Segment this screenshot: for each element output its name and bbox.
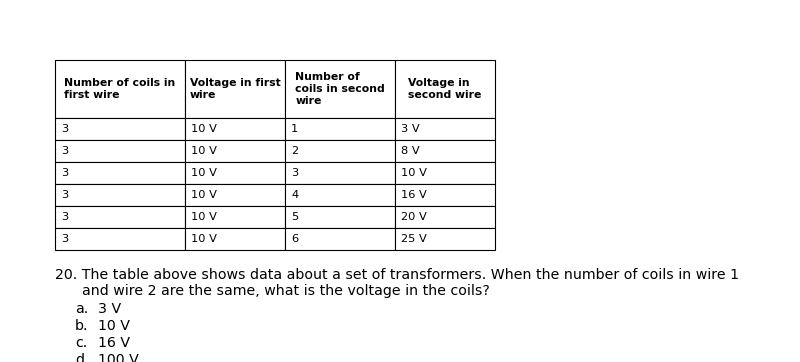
- Text: 3: 3: [61, 168, 68, 178]
- Bar: [185, 228, 285, 250]
- Text: 1: 1: [291, 124, 298, 134]
- Text: 3: 3: [61, 146, 68, 156]
- Text: 25 V: 25 V: [401, 234, 426, 244]
- Bar: [395, 60, 495, 118]
- Text: 3: 3: [61, 124, 68, 134]
- Bar: [285, 140, 395, 162]
- Text: Voltage in first
wire: Voltage in first wire: [190, 78, 280, 100]
- Text: 5: 5: [291, 212, 298, 222]
- Text: 3: 3: [61, 234, 68, 244]
- Text: 2: 2: [291, 146, 298, 156]
- Bar: [395, 118, 495, 140]
- Text: and wire 2 are the same, what is the voltage in the coils?: and wire 2 are the same, what is the vol…: [55, 284, 490, 298]
- Bar: [185, 206, 285, 228]
- Bar: [285, 228, 395, 250]
- Bar: [395, 184, 495, 206]
- Text: 16 V: 16 V: [401, 190, 426, 200]
- Bar: [55, 184, 185, 206]
- Bar: [55, 228, 185, 250]
- Bar: [55, 140, 185, 162]
- Bar: [395, 140, 495, 162]
- Text: 10 V: 10 V: [191, 146, 217, 156]
- Bar: [55, 206, 185, 228]
- Bar: [395, 228, 495, 250]
- Text: c.: c.: [75, 336, 87, 350]
- Text: d.: d.: [75, 353, 89, 362]
- Bar: [285, 118, 395, 140]
- Text: a.: a.: [75, 302, 88, 316]
- Bar: [285, 206, 395, 228]
- Text: Number of
coils in second
wire: Number of coils in second wire: [295, 72, 385, 106]
- Bar: [185, 162, 285, 184]
- Text: 3 V: 3 V: [401, 124, 420, 134]
- Text: 3 V: 3 V: [98, 302, 121, 316]
- Text: b.: b.: [75, 319, 89, 333]
- Text: 3: 3: [291, 168, 298, 178]
- Text: 20. The table above shows data about a set of transformers. When the number of c: 20. The table above shows data about a s…: [55, 268, 739, 282]
- Text: 8 V: 8 V: [401, 146, 420, 156]
- Bar: [55, 162, 185, 184]
- Bar: [55, 118, 185, 140]
- Text: Number of coils in
first wire: Number of coils in first wire: [64, 78, 176, 100]
- Text: Voltage in
second wire: Voltage in second wire: [408, 78, 482, 100]
- Text: 10 V: 10 V: [98, 319, 130, 333]
- Text: 3: 3: [61, 212, 68, 222]
- Bar: [185, 184, 285, 206]
- Text: 16 V: 16 V: [98, 336, 130, 350]
- Text: 100 V: 100 V: [98, 353, 138, 362]
- Bar: [185, 140, 285, 162]
- Text: 6: 6: [291, 234, 298, 244]
- Text: 10 V: 10 V: [191, 124, 217, 134]
- Text: 20 V: 20 V: [401, 212, 426, 222]
- Text: 10 V: 10 V: [191, 190, 217, 200]
- Text: 10 V: 10 V: [191, 212, 217, 222]
- Bar: [285, 184, 395, 206]
- Text: 10 V: 10 V: [191, 234, 217, 244]
- Text: 3: 3: [61, 190, 68, 200]
- Bar: [285, 60, 395, 118]
- Bar: [185, 60, 285, 118]
- Bar: [285, 162, 395, 184]
- Text: 10 V: 10 V: [401, 168, 427, 178]
- Text: 4: 4: [291, 190, 298, 200]
- Bar: [395, 162, 495, 184]
- Text: 10 V: 10 V: [191, 168, 217, 178]
- Bar: [55, 60, 185, 118]
- Bar: [185, 118, 285, 140]
- Bar: [395, 206, 495, 228]
